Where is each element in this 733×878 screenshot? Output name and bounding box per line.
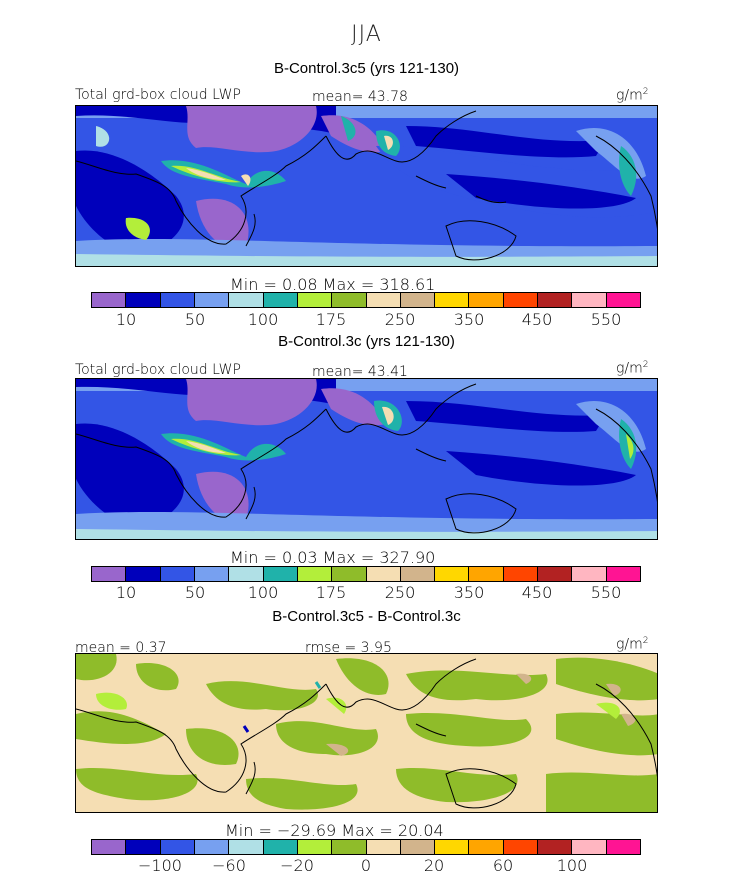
panel1-colorbar-swatch — [538, 293, 573, 307]
panel3-colorbar-swatch — [229, 840, 264, 854]
panel2-tick: 550 — [590, 583, 622, 602]
panel1-field-label: Total grd-box cloud LWP — [75, 87, 241, 103]
panel2-colorbar — [91, 566, 641, 582]
panel2-colorbar-swatch — [92, 567, 127, 581]
panel3-tick: −20 — [280, 856, 314, 875]
panel2-colorbar-swatch — [469, 567, 504, 581]
panel3-minmax: Min = −29.69 Max = 20.04 — [225, 821, 444, 840]
panel1-tick: 175 — [315, 310, 347, 329]
panel2-tick: 100 — [247, 583, 279, 602]
panel2-map-svg — [76, 379, 657, 539]
panel3-colorbar-swatch — [194, 840, 230, 854]
panel3-map — [75, 653, 658, 813]
panel1-units: g/m2 — [616, 87, 649, 104]
panel1-tick: 350 — [453, 310, 485, 329]
season-title: JJA — [351, 22, 382, 47]
panel1-map-svg — [76, 106, 657, 266]
panel2-colorbar-swatch — [297, 567, 333, 581]
panel1-tick: 100 — [247, 310, 279, 329]
panel2-colorbar-swatch — [332, 567, 367, 581]
panel2-tick: 350 — [453, 583, 485, 602]
panel3-mean-label: mean = 0.37 — [75, 640, 167, 656]
panel2-colorbar-swatch — [160, 567, 195, 581]
panel1-colorbar-swatch — [194, 293, 230, 307]
panel1-tick: 450 — [521, 310, 553, 329]
panel2-colorbar-swatch — [400, 567, 436, 581]
panel2-title: B-Control.3c (yrs 121-130) — [278, 333, 455, 350]
panel2-colorbar-swatch — [366, 567, 401, 581]
panel3-colorbar-swatch — [503, 840, 539, 854]
panel2-tick: 50 — [184, 583, 206, 602]
panel2-colorbar-swatch — [126, 567, 161, 581]
panel2-colorbar-swatch — [263, 567, 298, 581]
panel2-tick: 175 — [315, 583, 347, 602]
panel1-tick: 10 — [115, 310, 137, 329]
panel3-colorbar-swatch — [572, 840, 607, 854]
panel2-colorbar-swatch — [194, 567, 230, 581]
panel1-colorbar-swatch — [400, 293, 436, 307]
panel1-tick: 250 — [384, 310, 416, 329]
panel1-colorbar-swatch — [435, 293, 470, 307]
panel3-tick: 100 — [556, 856, 588, 875]
panel2-colorbar-swatch — [435, 567, 470, 581]
panel1-colorbar-swatch — [263, 293, 298, 307]
panel3-colorbar — [91, 839, 641, 855]
panel3-tick: 20 — [423, 856, 445, 875]
panel2-units: g/m2 — [616, 360, 649, 377]
panel2-colorbar-swatch — [503, 567, 539, 581]
panel1-colorbar-swatch — [332, 293, 367, 307]
panel3-map-svg — [76, 654, 657, 812]
panel3-colorbar-swatch — [160, 840, 195, 854]
panel3-colorbar-swatch — [126, 840, 161, 854]
panel3-colorbar-swatch — [263, 840, 298, 854]
panel3-colorbar-swatch — [606, 840, 640, 854]
panel1-colorbar-swatch — [503, 293, 539, 307]
panel2-minmax: Min = 0.03 Max = 327.90 — [230, 548, 436, 567]
panel1-colorbar-swatch — [469, 293, 504, 307]
panel1-colorbar-swatch — [297, 293, 333, 307]
panel2-tick: 10 — [115, 583, 137, 602]
panel3-tick: −100 — [138, 856, 182, 875]
panel3-colorbar-swatch — [332, 840, 367, 854]
panel1-colorbar-swatch — [572, 293, 607, 307]
panel1-title: B-Control.3c5 (yrs 121-130) — [273, 60, 460, 77]
panel1-colorbar-swatch — [366, 293, 401, 307]
panel3-colorbar-swatch — [435, 840, 470, 854]
panel3-colorbar-swatch — [366, 840, 401, 854]
panel3-units: g/m2 — [616, 636, 649, 653]
panel3-rmse-label: rmse = 3.95 — [305, 640, 392, 656]
panel1-colorbar-swatch — [160, 293, 195, 307]
panel1-colorbar-swatch — [92, 293, 127, 307]
panel3-tick: 0 — [360, 856, 372, 875]
panel1-mean-label: mean= 43.78 — [312, 89, 408, 105]
panel1-colorbar-swatch — [229, 293, 264, 307]
panel1-tick: 550 — [590, 310, 622, 329]
panel2-field-label: Total grd-box cloud LWP — [75, 362, 241, 378]
panel2-tick: 450 — [521, 583, 553, 602]
panel1-tick: 50 — [184, 310, 206, 329]
panel3-tick: −60 — [212, 856, 246, 875]
panel1-colorbar-swatch — [606, 293, 640, 307]
panel2-colorbar-swatch — [572, 567, 607, 581]
panel2-tick: 250 — [384, 583, 416, 602]
panel1-map — [75, 105, 658, 267]
panel2-colorbar-swatch — [229, 567, 264, 581]
panel2-colorbar-swatch — [606, 567, 640, 581]
panel2-mean-label: mean= 43.41 — [312, 364, 408, 380]
panel1-minmax: Min = 0.08 Max = 318.61 — [230, 275, 436, 294]
panel3-colorbar-swatch — [400, 840, 436, 854]
panel3-colorbar-swatch — [469, 840, 504, 854]
panel3-colorbar-swatch — [538, 840, 573, 854]
panel3-colorbar-swatch — [92, 840, 127, 854]
panel1-colorbar-swatch — [126, 293, 161, 307]
panel2-map — [75, 378, 658, 540]
panel2-colorbar-swatch — [538, 567, 573, 581]
panel3-tick: 60 — [492, 856, 514, 875]
panel1-colorbar — [91, 292, 641, 308]
panel3-title: B-Control.3c5 - B-Control.3c — [272, 608, 461, 625]
panel3-colorbar-swatch — [297, 840, 333, 854]
